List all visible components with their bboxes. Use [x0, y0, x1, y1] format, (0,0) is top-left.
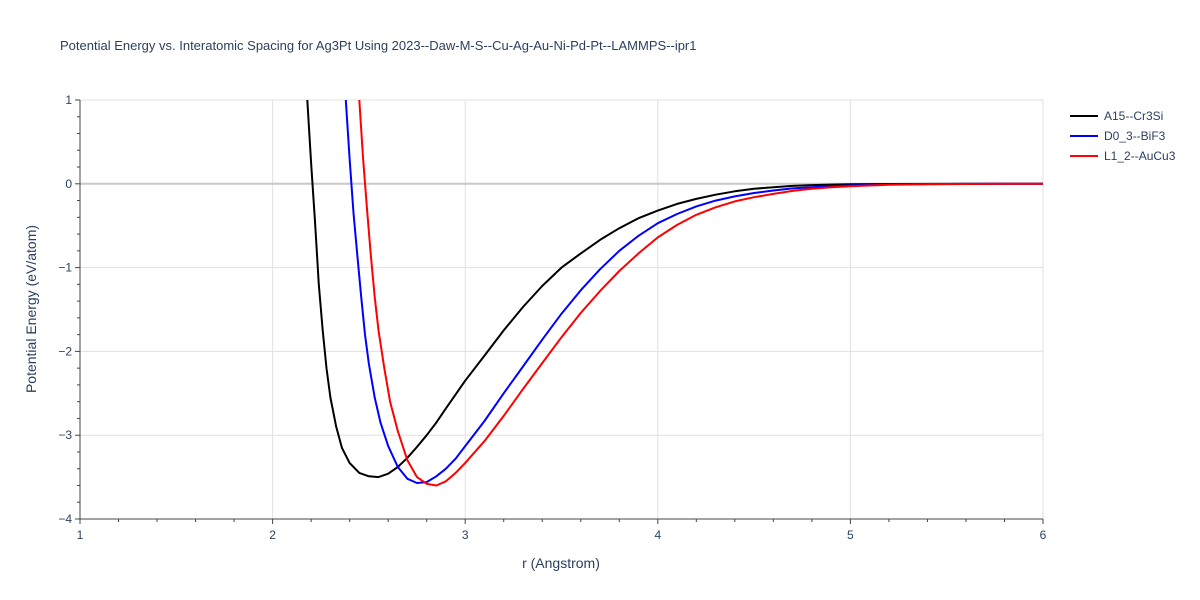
x-tick-label: 2 [269, 528, 276, 542]
x-tick-label: 5 [847, 528, 854, 542]
x-tick-label: 4 [654, 528, 661, 542]
y-tick-label: −4 [58, 512, 72, 526]
legend-item[interactable]: A15--Cr3Si [1070, 109, 1163, 123]
series-line-3[interactable] [358, 100, 1043, 487]
legend[interactable]: A15--Cr3Si D0_3--BiF3 L1_2--AuCu3 [1070, 109, 1176, 163]
series-line-1[interactable] [306, 100, 1043, 479]
series-line-2[interactable] [344, 100, 1043, 484]
grid [80, 99, 1044, 519]
x-tick-label: 3 [462, 528, 469, 542]
plot-area[interactable] [306, 100, 1043, 487]
axes: 1 2 3 4 5 6 −4 −3 −2 −1 0 1 [58, 93, 1046, 542]
y-tick-label: −3 [58, 428, 72, 442]
x-axis-title: r (Angstrom) [522, 555, 600, 571]
y-axis-title: Potential Energy (eV/atom) [23, 225, 39, 393]
y-tick-label: −1 [58, 261, 72, 275]
legend-label: L1_2--AuCu3 [1104, 149, 1176, 163]
y-tick-label: 1 [65, 93, 72, 107]
x-tick-label: 1 [77, 528, 84, 542]
chart-title: Potential Energy vs. Interatomic Spacing… [60, 38, 697, 53]
legend-label: D0_3--BiF3 [1104, 129, 1166, 143]
legend-item[interactable]: D0_3--BiF3 [1070, 129, 1166, 143]
legend-item[interactable]: L1_2--AuCu3 [1070, 149, 1176, 163]
legend-label: A15--Cr3Si [1104, 109, 1163, 123]
y-tick-label: −2 [58, 344, 72, 358]
y-tick-label: 0 [65, 177, 72, 191]
x-tick-label: 6 [1040, 528, 1047, 542]
